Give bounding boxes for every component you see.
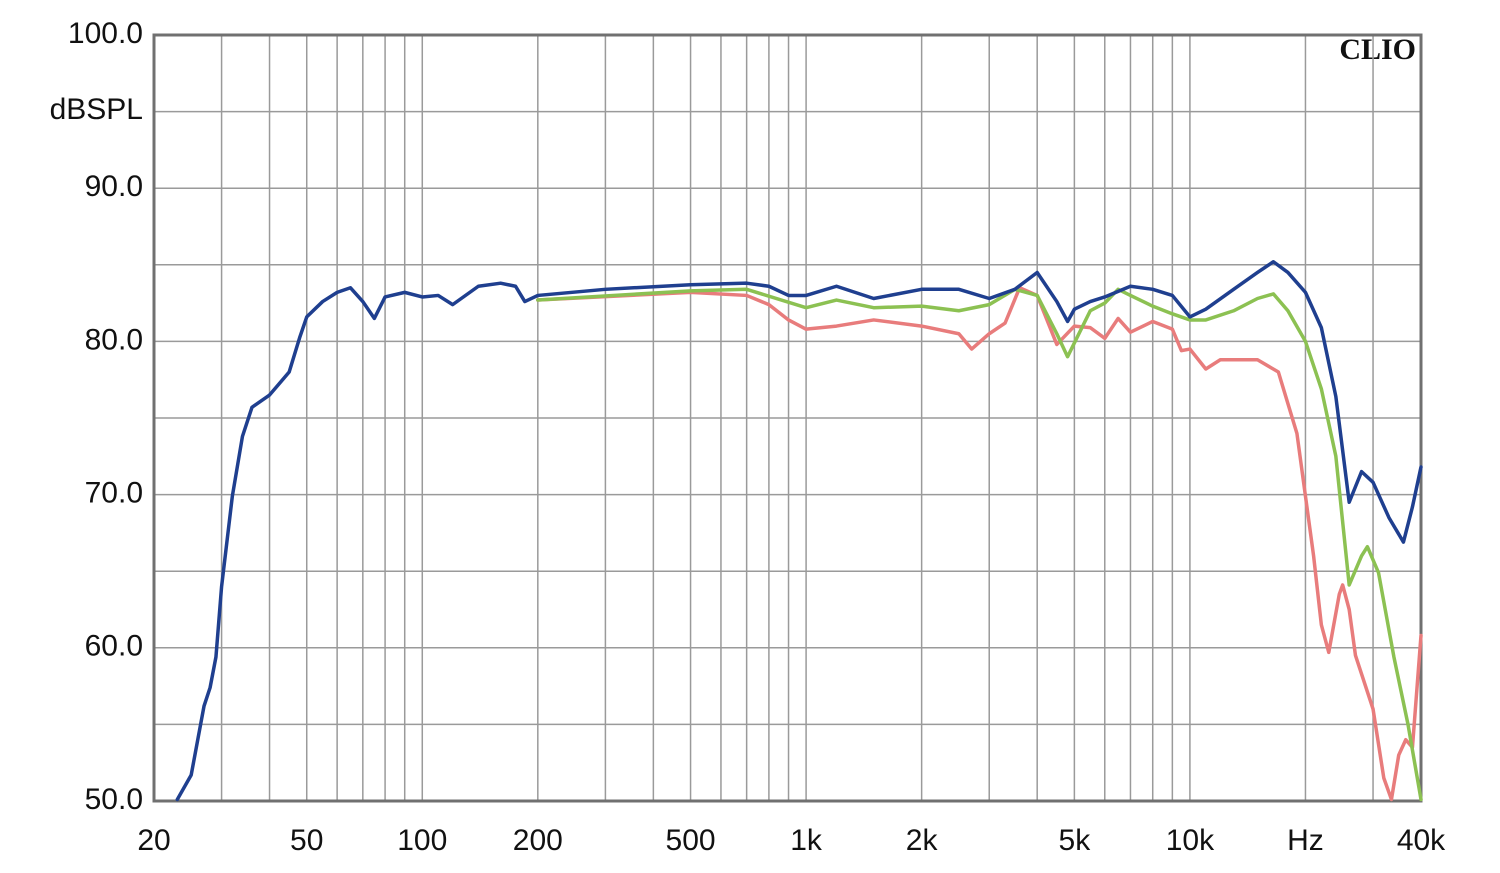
plot-frame <box>152 33 1423 803</box>
series-line <box>536 286 1423 802</box>
y-tick-label: 50.0 <box>85 783 143 816</box>
x-tick-label: 2k <box>906 824 939 857</box>
x-tick-label: 1k <box>790 824 823 857</box>
y-tick-label: 80.0 <box>85 323 143 356</box>
y-tick-label: 90.0 <box>85 170 143 203</box>
x-tick-label: 40k <box>1397 824 1446 857</box>
y-tick-label: 60.0 <box>85 630 143 663</box>
x-tick-label: 5k <box>1059 824 1092 857</box>
x-tick-label: 10k <box>1166 824 1215 857</box>
y-axis-unit: dBSPL <box>50 93 143 126</box>
y-tick-label: 100.0 <box>68 17 143 50</box>
watermark: CLIO <box>1339 33 1416 66</box>
x-tick-label: Hz <box>1287 824 1324 857</box>
x-tick-label: 100 <box>397 824 447 857</box>
x-tick-label: 200 <box>513 824 563 857</box>
x-tick-label: 20 <box>137 824 170 857</box>
series-line <box>536 287 1423 802</box>
x-tick-label: 500 <box>666 824 716 857</box>
x-tick-label: 50 <box>290 824 323 857</box>
y-tick-label: 70.0 <box>85 477 143 510</box>
series-line <box>175 259 1423 802</box>
